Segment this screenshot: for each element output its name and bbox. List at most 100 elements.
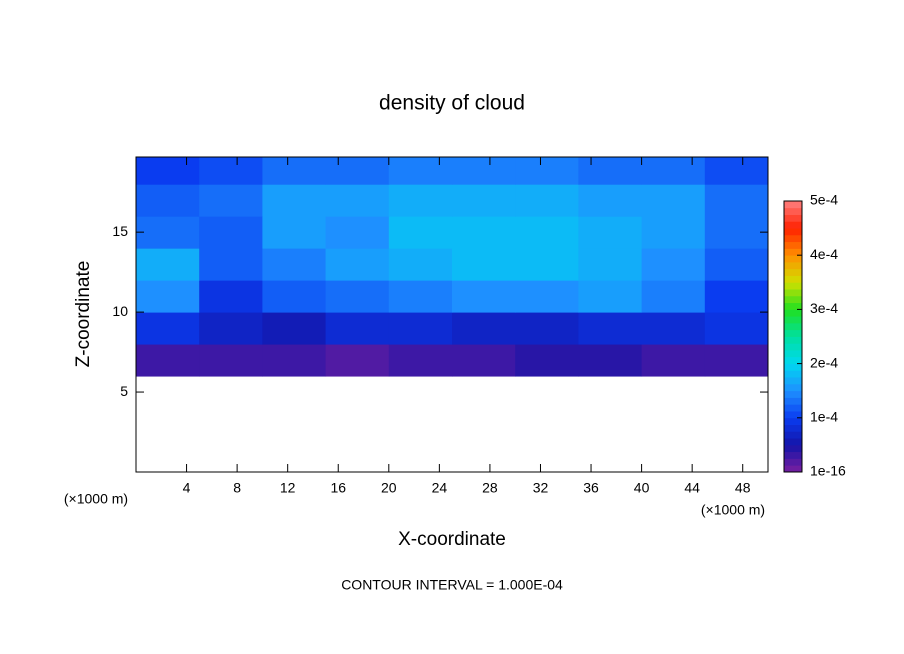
colorbar-tick-label: 3e-4 (810, 300, 838, 316)
cell (578, 216, 643, 249)
colorbar-band (784, 350, 802, 358)
cell (452, 216, 516, 249)
cell (515, 312, 579, 345)
cell (325, 184, 390, 217)
cell (578, 184, 643, 217)
colorbar-band (784, 363, 802, 371)
x-tick-label: 32 (533, 480, 549, 496)
cell (578, 248, 643, 281)
colorbar-band (784, 397, 802, 405)
cell (704, 280, 768, 313)
cell (641, 344, 706, 377)
cell (199, 344, 263, 377)
cell (578, 312, 643, 345)
cell (136, 248, 200, 281)
colorbar-band (784, 214, 802, 222)
colorbar-band (784, 404, 802, 412)
colorbar-band (784, 201, 802, 209)
cell (262, 184, 327, 217)
cell (515, 184, 579, 217)
x-tick-label: 44 (684, 480, 700, 496)
colorbar-band (784, 356, 802, 364)
cell (641, 280, 706, 313)
cell (452, 248, 516, 281)
cell (641, 184, 706, 217)
cell (704, 157, 768, 185)
x-axis-label: X-coordinate (398, 529, 506, 550)
cell (136, 184, 200, 217)
colorbar-band (784, 282, 802, 290)
cell (452, 344, 516, 377)
colorbar-band (784, 302, 802, 310)
cell (199, 312, 263, 345)
colorbar-band (784, 322, 802, 331)
cell (262, 344, 327, 377)
x-tick-label: 24 (432, 480, 448, 496)
colorbar-tick-label: 5e-4 (810, 192, 838, 208)
cell (641, 248, 706, 281)
colorbar-band (784, 465, 802, 473)
cell (388, 216, 453, 249)
colorbar-band (784, 221, 802, 229)
colorbar-band (784, 444, 802, 453)
cell (199, 216, 263, 249)
colorbar-band (784, 458, 802, 466)
x-tick-label: 48 (735, 480, 751, 496)
cell (325, 344, 390, 377)
x-tick-label: 20 (381, 480, 397, 496)
colorbar-band (784, 248, 802, 256)
cell (136, 344, 200, 377)
colorbar-band (784, 390, 802, 398)
cell (136, 157, 200, 185)
colorbar-tick-label: 4e-4 (810, 246, 838, 262)
colorbar-band (784, 451, 802, 459)
colorbar-band (784, 275, 802, 283)
cell (325, 280, 390, 313)
cell (388, 344, 453, 377)
x-tick-label: 8 (233, 480, 241, 496)
cell (704, 344, 768, 377)
colorbar-band (784, 268, 802, 276)
colorbar-band (784, 438, 802, 446)
colorbar-frame (783, 200, 803, 473)
cell (452, 157, 516, 185)
colorbar-band (784, 261, 802, 270)
cell (262, 157, 327, 185)
cell (136, 280, 200, 313)
cell (452, 280, 516, 313)
cell (704, 248, 768, 281)
colorbar-band (784, 207, 802, 215)
cell (325, 248, 390, 281)
cell (641, 216, 706, 249)
cell (325, 216, 390, 249)
cell (199, 157, 263, 185)
cell (515, 248, 579, 281)
cell (578, 344, 643, 377)
annotation: CONTOUR INTERVAL = 1.000E-04 (341, 577, 563, 593)
colorbar-band (784, 370, 802, 378)
colorbar-tick-label: 1e-4 (810, 409, 838, 425)
cell (388, 157, 453, 185)
y-unit: (×1000 m) (64, 491, 128, 507)
cell (515, 157, 579, 185)
colorbar-band (784, 289, 802, 297)
x-tick-label: 12 (280, 480, 296, 496)
cell (641, 312, 706, 345)
cell (452, 184, 516, 217)
cell (515, 216, 579, 249)
cell (704, 312, 768, 345)
cell (452, 312, 516, 345)
cell (262, 312, 327, 345)
colorbar-band (784, 377, 802, 385)
colorbar-band (784, 343, 802, 351)
y-axis-label: Z-coordinate (73, 261, 94, 368)
colorbar-tick-label: 2e-4 (810, 354, 838, 370)
cell (704, 184, 768, 217)
colorbar-band (784, 383, 802, 392)
colorbar-band (784, 411, 802, 419)
y-tick-label: 15 (112, 223, 128, 239)
cell (199, 280, 263, 313)
colorbar-band (784, 431, 802, 439)
x-tick-label: 4 (183, 480, 191, 496)
